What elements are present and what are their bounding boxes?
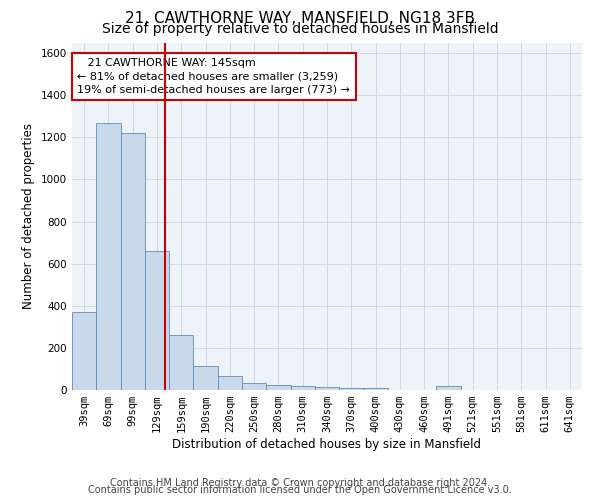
Bar	[290, 386, 315, 390]
Text: 21 CAWTHORNE WAY: 145sqm
← 81% of detached houses are smaller (3,259)
19% of sem: 21 CAWTHORNE WAY: 145sqm ← 81% of detach…	[77, 58, 350, 94]
Text: 21, CAWTHORNE WAY, MANSFIELD, NG18 3FB: 21, CAWTHORNE WAY, MANSFIELD, NG18 3FB	[125, 11, 475, 26]
Text: Contains public sector information licensed under the Open Government Licence v3: Contains public sector information licen…	[88, 485, 512, 495]
Bar	[242, 382, 266, 390]
Bar	[96, 122, 121, 390]
Bar	[266, 384, 290, 390]
Text: Contains HM Land Registry data © Crown copyright and database right 2024.: Contains HM Land Registry data © Crown c…	[110, 478, 490, 488]
Bar	[364, 388, 388, 390]
Bar	[339, 388, 364, 390]
X-axis label: Distribution of detached houses by size in Mansfield: Distribution of detached houses by size …	[173, 438, 482, 451]
Bar	[193, 366, 218, 390]
Bar	[72, 312, 96, 390]
Y-axis label: Number of detached properties: Number of detached properties	[22, 123, 35, 309]
Bar	[145, 251, 169, 390]
Bar	[169, 335, 193, 390]
Bar	[315, 388, 339, 390]
Bar	[218, 376, 242, 390]
Text: Size of property relative to detached houses in Mansfield: Size of property relative to detached ho…	[101, 22, 499, 36]
Bar	[121, 133, 145, 390]
Bar	[436, 386, 461, 390]
